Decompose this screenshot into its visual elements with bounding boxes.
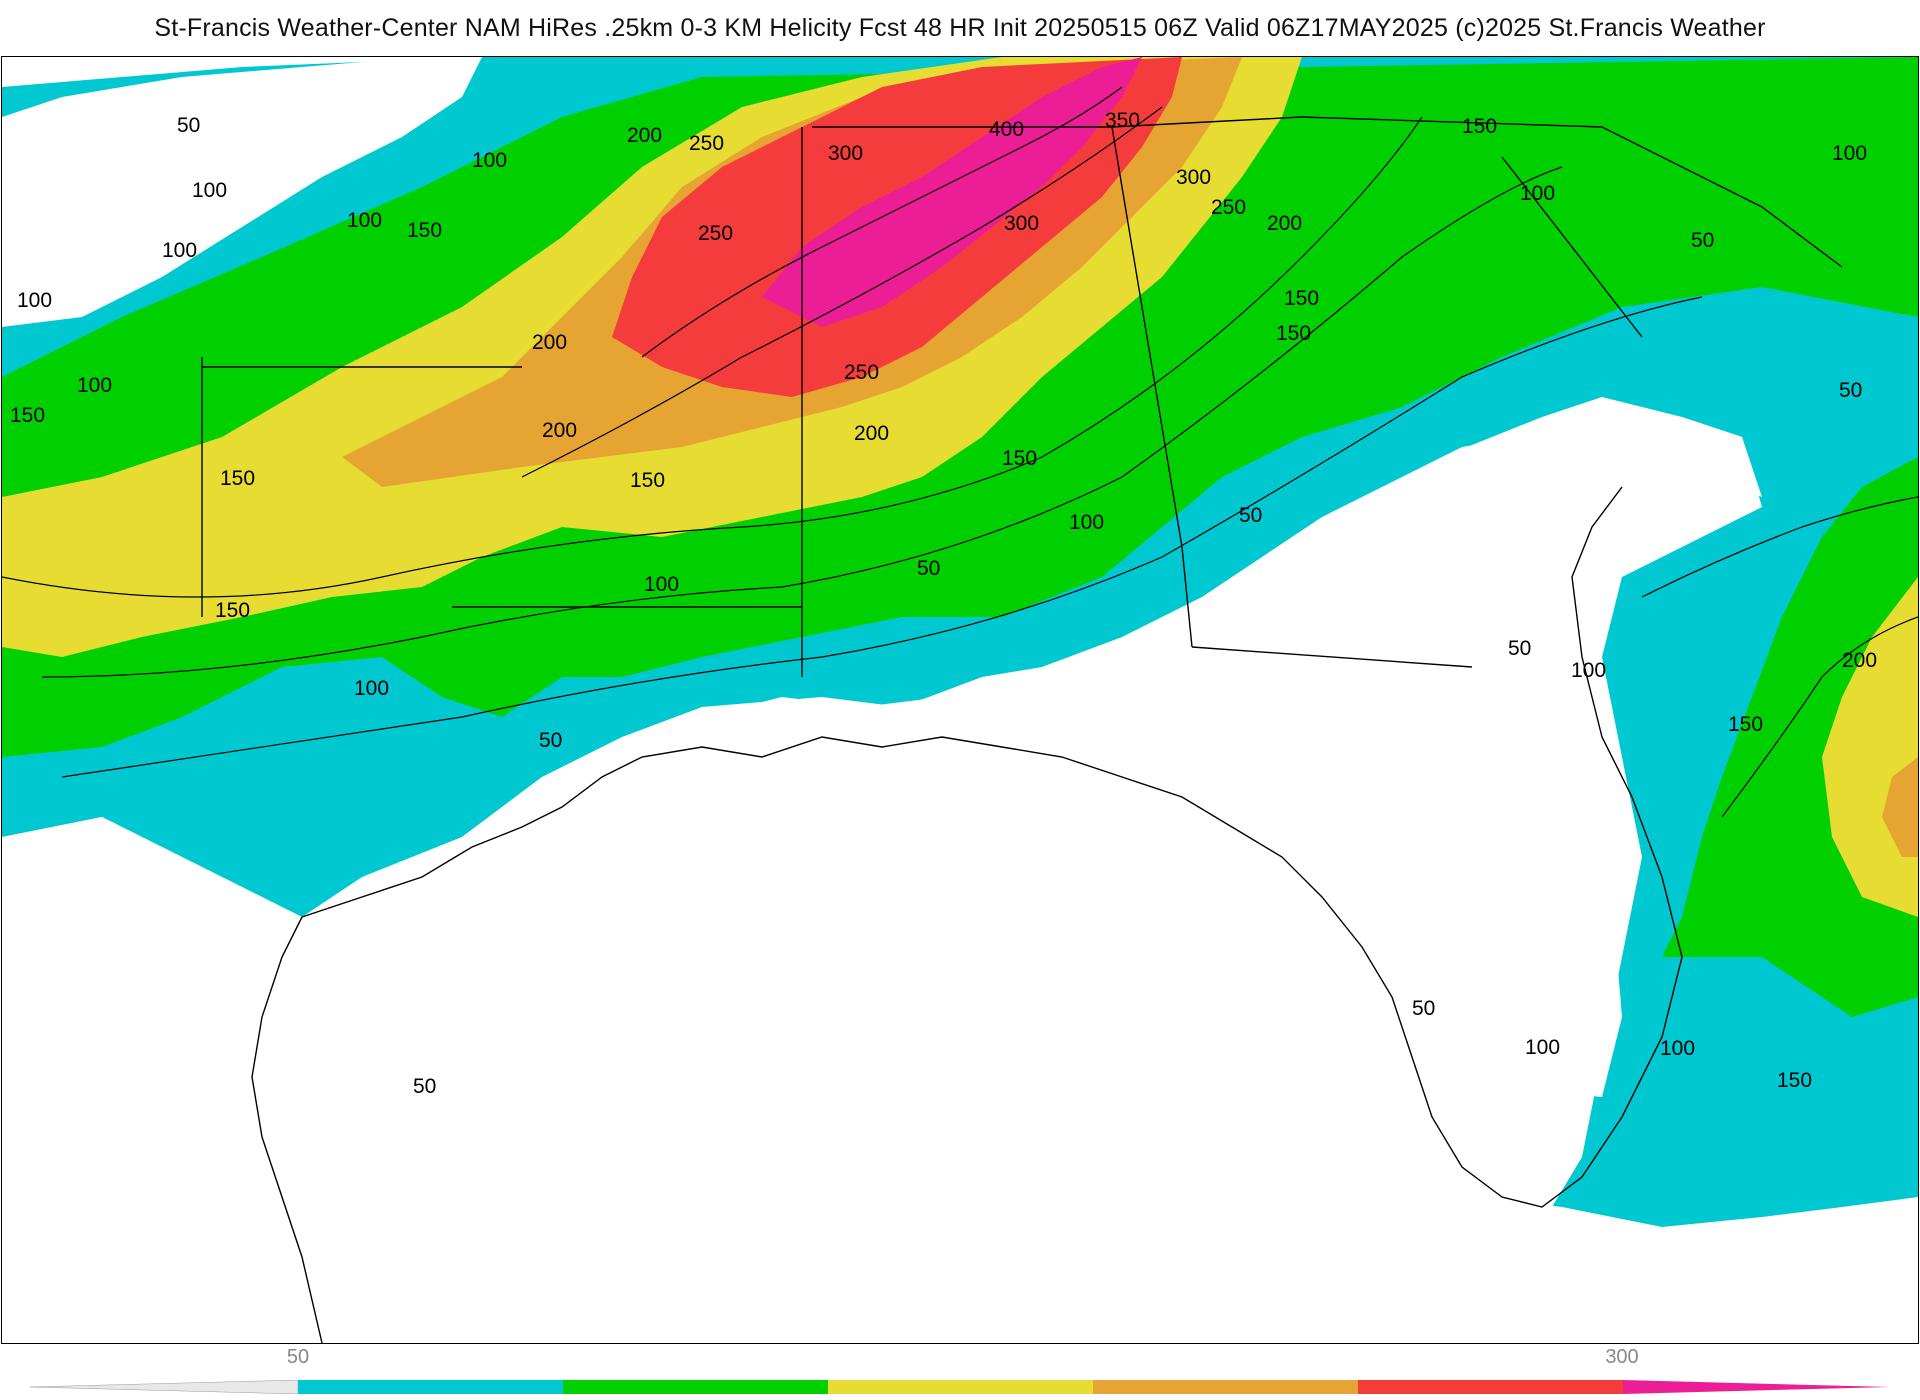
contour-label: 300 (1004, 212, 1039, 235)
contour-label: 50 (1412, 997, 1435, 1020)
contour-label: 200 (532, 331, 567, 354)
contour-label: 150 (1276, 322, 1311, 345)
contour-label: 50 (413, 1075, 436, 1098)
contour-label: 150 (1777, 1069, 1812, 1092)
contour-label: 200 (1267, 212, 1302, 235)
contour-label: 50 (1239, 504, 1262, 527)
colorbar-segment (298, 1380, 563, 1394)
contour-label: 200 (627, 124, 662, 147)
contour-label: 250 (689, 132, 724, 155)
contour-label: 400 (989, 118, 1024, 141)
contour-label: 100 (17, 289, 52, 312)
state-line (1501, 156, 1643, 338)
contour-label: 150 (407, 219, 442, 242)
contour-label: 150 (1728, 713, 1763, 736)
colorbar-segment (828, 1380, 1093, 1394)
contour-line (521, 106, 1163, 478)
contour-label: 250 (1211, 196, 1246, 219)
state-line (1191, 646, 1473, 668)
band-200 (1882, 757, 1918, 857)
contour-label: 50 (539, 729, 562, 752)
contour-label: 50 (1839, 379, 1862, 402)
low-helicity-area (2, 417, 1762, 1343)
map-title: St-Francis Weather-Center NAM HiRes .25k… (154, 14, 1766, 42)
contour-label: 100 (77, 374, 112, 397)
coastline (301, 486, 1683, 1208)
texas-coast (251, 916, 323, 1343)
contour-label: 100 (354, 677, 389, 700)
colorbar-segment (1358, 1380, 1623, 1394)
contour-label: 150 (1002, 447, 1037, 470)
contour-label: 100 (347, 209, 382, 232)
contour-label: 150 (1462, 115, 1497, 138)
band-300 (762, 57, 1142, 327)
contour-line (641, 86, 1123, 358)
contour-label: 100 (1660, 1037, 1695, 1060)
contour-label: 250 (698, 222, 733, 245)
colorbar-segment (563, 1380, 828, 1394)
state-line (1111, 126, 1193, 648)
contour-label: 100 (1525, 1036, 1560, 1059)
state-line (1301, 116, 1843, 268)
contour-label: 150 (1284, 287, 1319, 310)
contour-label: 200 (1842, 649, 1877, 672)
contour-label: 350 (1105, 109, 1140, 132)
contour-label: 300 (828, 142, 863, 165)
contour-label: 50 (917, 557, 940, 580)
colorbar-segment (1093, 1380, 1358, 1394)
contour-label: 100 (1832, 142, 1867, 165)
helicity-shading (2, 57, 1918, 1343)
colorbar-tick-50: 50 (286, 1346, 310, 1368)
contour-label: 100 (644, 573, 679, 596)
low-helicity-area (1682, 1217, 1918, 1343)
colorbar-left-arrow (29, 1379, 299, 1395)
colorbar (29, 1379, 1890, 1395)
colorbar-right-arrow (1623, 1380, 1890, 1394)
contour-label: 200 (542, 419, 577, 442)
contour-label: 150 (220, 467, 255, 490)
contour-label: 300 (1176, 166, 1211, 189)
boundaries (201, 116, 1843, 1343)
contour-label: 50 (1508, 637, 1531, 660)
contour-label: 150 (215, 599, 250, 622)
contour-label: 100 (162, 239, 197, 262)
contour-line (2, 116, 1423, 598)
contour-label: 50 (177, 114, 200, 137)
contour-label: 100 (1520, 182, 1555, 205)
helicity-contours (2, 86, 1918, 818)
contour-label: 100 (1069, 511, 1104, 534)
contour-label: 150 (630, 469, 665, 492)
contour-labels: 50 100 100 150 200 250 300 400 350 300 2… (10, 109, 1877, 1098)
contour-line (41, 166, 1563, 678)
contour-label: 100 (1571, 659, 1606, 682)
helicity-map: 50 100 100 150 200 250 300 400 350 300 2… (1, 56, 1919, 1344)
contour-line (1641, 496, 1918, 598)
contour-label: 150 (10, 404, 45, 427)
contour-label: 250 (844, 361, 879, 384)
contour-label: 100 (472, 149, 507, 172)
contour-label: 50 (1691, 229, 1714, 252)
low-helicity-area (2, 57, 482, 327)
contour-line (1721, 616, 1918, 818)
colorbar-tick-300: 300 (1605, 1346, 1639, 1368)
contour-line (61, 296, 1703, 778)
contour-label: 200 (854, 422, 889, 445)
contour-label: 100 (192, 179, 227, 202)
